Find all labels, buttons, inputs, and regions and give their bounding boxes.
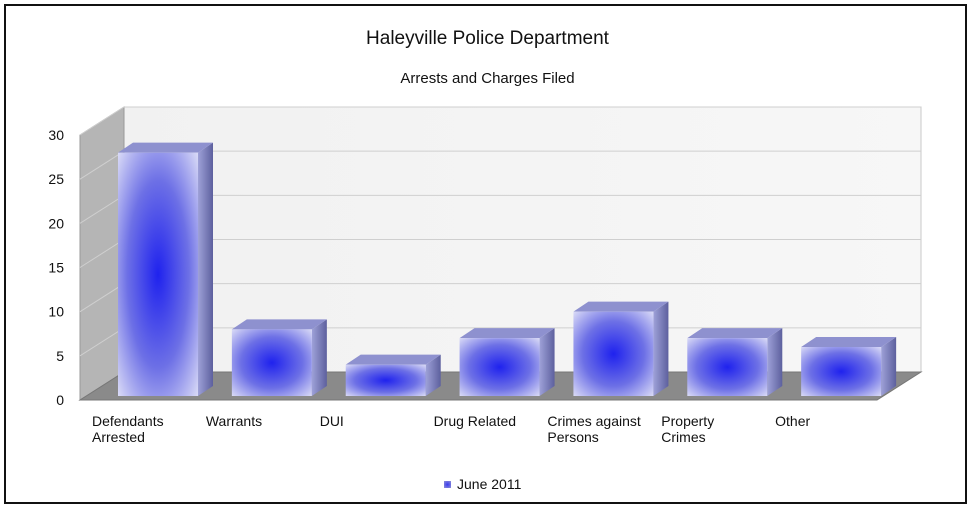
x-tick-label: Other [775,413,810,429]
gridline [79,106,921,136]
y-tick-label: 15 [48,260,64,276]
y-tick-label: 10 [48,304,64,320]
y-tick-label: 30 [48,127,64,143]
y-tick-label: 25 [48,171,64,187]
x-tick-label: DUI [320,413,344,429]
x-tick-label: Persons [547,429,598,445]
bar [573,311,654,396]
bar-top [573,301,669,312]
bar [687,338,768,396]
legend-label: June 2011 [457,476,522,492]
bar-side [198,142,213,396]
chart-subtitle: Arrests and Charges Filed [400,70,575,87]
x-tick-label: Defendants [92,413,164,429]
bar-top [687,328,783,339]
x-tick-label: Drug Related [434,413,516,429]
bar [459,338,540,396]
bar-top [231,319,327,330]
bar [801,347,882,396]
x-tick-label: Arrested [92,429,145,445]
bar-side [653,301,669,396]
bar-side [881,337,897,396]
bar [345,364,426,396]
bar-top [801,337,897,347]
legend: June 2011 [444,476,521,492]
y-tick-label: 5 [56,348,64,364]
y-tick-label: 20 [48,215,64,231]
bar [231,329,312,396]
bar [118,152,198,396]
legend-swatch [444,480,451,488]
x-tick-label: Crimes [661,429,705,445]
chart-title: Haleyville Police Department [366,28,609,49]
bar-side [311,319,327,396]
y-tick-label: 0 [56,392,64,408]
x-tick-label: Property [661,413,714,429]
bar-side [425,354,441,396]
bar-top [345,354,441,365]
x-tick-label: Crimes against [547,413,640,429]
bar-side [767,328,783,396]
bar-side [539,328,555,396]
bar-top [459,328,555,339]
bar-top [118,142,213,153]
x-tick-label: Warrants [206,413,262,429]
